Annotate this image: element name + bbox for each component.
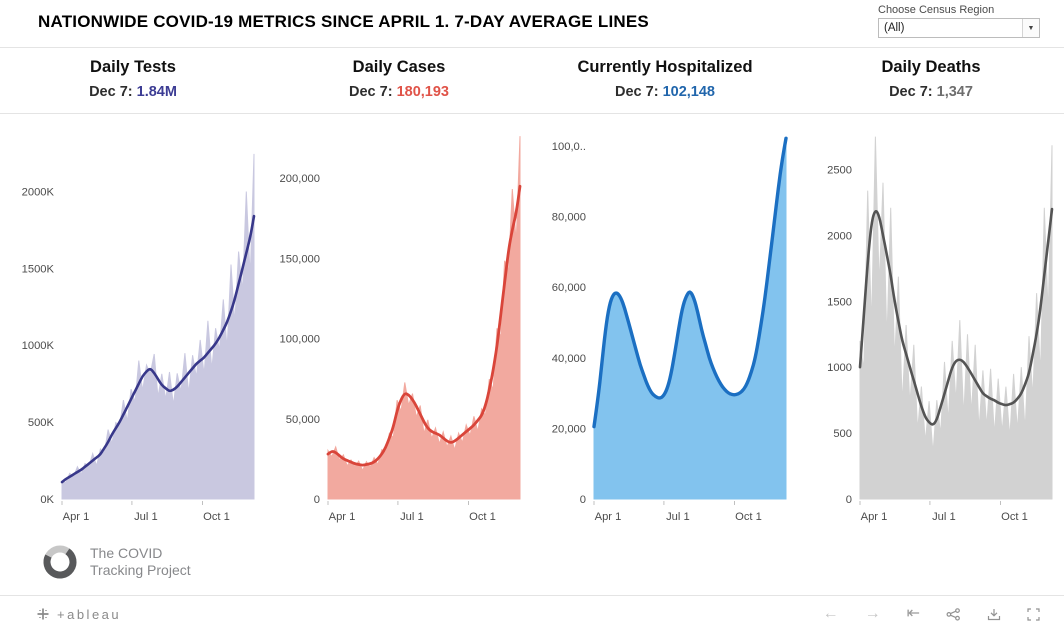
metric-value: 1,347 xyxy=(936,84,973,100)
daily-values-area xyxy=(61,153,255,500)
metric-date-label: Dec 7: xyxy=(615,84,659,100)
x-axis-label: Jul 1 xyxy=(666,511,690,523)
census-region-filter: Choose Census Region (All) ▼ xyxy=(878,4,1040,38)
metric-date-label: Dec 7: xyxy=(89,84,133,100)
share-icon[interactable] xyxy=(946,607,961,621)
tableau-logo[interactable]: +ableau xyxy=(36,607,121,622)
y-axis-label: 150,000 xyxy=(280,253,320,265)
y-axis-label: 500 xyxy=(833,428,852,440)
metric-subtitle: Dec 7: 180,193 xyxy=(266,84,532,100)
avg-7day-line xyxy=(592,136,788,429)
tableau-mark-icon xyxy=(37,608,49,620)
chevron-down-icon[interactable]: ▼ xyxy=(1022,19,1039,37)
y-axis-label: 0 xyxy=(846,494,852,506)
y-axis-label: 100,000 xyxy=(280,334,320,346)
metric-title: Currently Hospitalized xyxy=(577,58,753,76)
y-axis-label: 0 xyxy=(580,494,586,506)
fullscreen-icon[interactable] xyxy=(1027,607,1040,621)
metric-panel-daily-cases: Daily Cases Dec 7: 180,193 xyxy=(266,48,532,113)
metric-panel-daily-deaths: Daily Deaths Dec 7: 1,347 xyxy=(798,48,1064,113)
x-axis-label: Oct 1 xyxy=(203,511,230,523)
x-axis-label: Oct 1 xyxy=(735,511,762,523)
daily-values-area xyxy=(327,136,521,500)
chart-daily-cases[interactable]: 0 50,000 100,000 150,000 200,000 Apr 1 Jul 1 Oc… xyxy=(266,114,532,529)
y-axis-label: 2000K xyxy=(22,187,55,199)
metric-header-row: Daily Tests Dec 7: 1.84M Daily Cases Dec… xyxy=(0,48,1064,114)
metric-panel-daily-tests: Daily Tests Dec 7: 1.84M xyxy=(0,48,266,113)
y-axis-label: 2500 xyxy=(827,165,852,177)
metric-subtitle: Dec 7: 1.84M xyxy=(0,84,266,100)
x-axis-label: Oct 1 xyxy=(469,511,496,523)
metric-value: 102,148 xyxy=(662,84,715,100)
y-axis-label: 0 xyxy=(314,494,320,506)
y-axis-label: 100,0.. xyxy=(552,141,586,153)
x-axis-label: Jul 1 xyxy=(932,511,956,523)
x-axis-label: Apr 1 xyxy=(861,511,888,523)
filter-label: Choose Census Region xyxy=(878,4,995,16)
y-axis-label: 60,000 xyxy=(552,282,586,294)
metric-subtitle: Dec 7: 1,347 xyxy=(798,84,1064,100)
x-axis-label: Apr 1 xyxy=(329,511,356,523)
y-axis-label: 80,000 xyxy=(552,212,586,224)
metric-date-label: Dec 7: xyxy=(349,84,393,100)
toolbar-icons: ← → ⇤ xyxy=(823,606,1040,622)
metric-value: 1.84M xyxy=(136,84,177,100)
footer-logo-line2: Tracking Project xyxy=(90,562,191,578)
dashboard-title: NATIONWIDE COVID-19 METRICS SINCE APRIL … xyxy=(38,12,649,31)
chart-daily-tests[interactable]: 0K 500K 1000K 1500K 2000K Apr 1 Jul 1 Oct 1 xyxy=(0,114,266,529)
x-axis-label: Jul 1 xyxy=(134,511,158,523)
y-axis-label: 1000 xyxy=(827,362,852,374)
y-axis-label: 2000 xyxy=(827,230,852,242)
y-axis-label: 500K xyxy=(28,417,55,429)
tableau-toolbar: +ableau ← → ⇤ xyxy=(0,595,1064,632)
metric-title: Daily Tests xyxy=(90,58,176,76)
avg-7day-line xyxy=(858,207,1054,426)
region-select-value: (All) xyxy=(884,22,905,34)
y-axis-label: 200,000 xyxy=(280,173,320,185)
metric-subtitle: Dec 7: 102,148 xyxy=(532,84,798,100)
y-axis-label: 20,000 xyxy=(552,423,586,435)
footer: The COVID Tracking Project xyxy=(0,529,1064,595)
metric-value: 180,193 xyxy=(396,84,449,100)
chart-daily-deaths[interactable]: 0 500 1000 1500 2000 2500 Apr 1 Jul 1 Oct 1 xyxy=(798,114,1064,529)
metric-title: Daily Cases xyxy=(352,58,446,76)
tableau-wordmark: +ableau xyxy=(57,606,122,622)
revert-icon[interactable]: ⇤ xyxy=(906,605,920,622)
y-axis-label: 1500 xyxy=(827,296,852,308)
daily-values-area xyxy=(593,138,787,500)
y-axis-label: 0K xyxy=(40,494,54,506)
covid-tracking-project-logo xyxy=(43,545,77,579)
footer-logo-line1: The COVID xyxy=(90,545,163,562)
y-axis-label: 50,000 xyxy=(286,414,320,426)
redo-icon[interactable]: → xyxy=(864,605,881,622)
daily-values-area xyxy=(859,136,1053,500)
avg-7day-line xyxy=(60,214,256,484)
dashboard-header: NATIONWIDE COVID-19 METRICS SINCE APRIL … xyxy=(0,0,1064,48)
charts-row: 0K 500K 1000K 1500K 2000K Apr 1 Jul 1 Oct 1 0 50… xyxy=(0,114,1064,529)
region-select[interactable]: (All) ▼ xyxy=(878,18,1040,38)
metric-date-label: Dec 7: xyxy=(889,84,933,100)
y-axis-label: 1000K xyxy=(22,340,55,352)
metric-title: Daily Deaths xyxy=(881,58,981,76)
x-axis-label: Jul 1 xyxy=(400,511,424,523)
footer-logo-text: The COVID Tracking Project xyxy=(90,545,191,578)
y-axis-label: 40,000 xyxy=(552,353,586,365)
avg-7day-line xyxy=(326,184,522,467)
x-axis-label: Oct 1 xyxy=(1001,511,1028,523)
y-axis-label: 1500K xyxy=(22,263,55,275)
x-axis-label: Apr 1 xyxy=(63,511,90,523)
undo-icon[interactable]: ← xyxy=(822,605,839,622)
metric-panel-currently-hospitalized: Currently Hospitalized Dec 7: 102,148 xyxy=(532,48,798,113)
chart-currently-hospitalized[interactable]: 0 20,000 40,000 60,000 80,000 100,0.. Apr 1 Jul… xyxy=(532,114,798,529)
download-icon[interactable] xyxy=(987,608,1001,621)
x-axis-label: Apr 1 xyxy=(595,511,622,523)
